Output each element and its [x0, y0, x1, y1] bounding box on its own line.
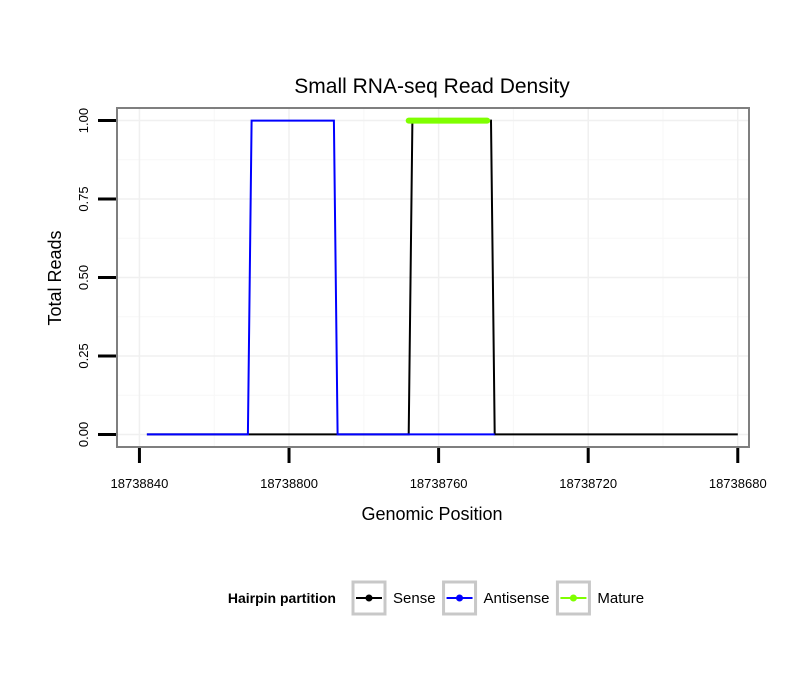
legend-item-antisense: Antisense [442, 580, 550, 616]
chart-title: Small RNA-seq Read Density [294, 75, 570, 98]
x-axis: 18738840 18738800 18738760 18738720 18738680 [111, 448, 767, 491]
y-tick-label: 0.50 [76, 265, 91, 290]
legend: Hairpin partition Sense Antisense Mature [228, 580, 644, 616]
series-layer [146, 117, 738, 436]
y-tick-label: 1.00 [76, 108, 91, 133]
legend-key-point [569, 594, 577, 602]
x-tick-label: 18738720 [559, 476, 617, 491]
legend-label: Antisense [484, 590, 550, 607]
legend-key-point [456, 594, 464, 602]
y-axis-title: Total Reads [45, 230, 65, 325]
series-line-antisense [146, 119, 495, 436]
y-axis: 0.00 0.25 0.50 0.75 1.00 [76, 108, 116, 447]
y-tick-label: 0.25 [76, 343, 91, 368]
x-tick-label: 18738680 [709, 476, 767, 491]
legend-item-mature: Mature [555, 580, 644, 616]
legend-item-sense: Sense [351, 580, 436, 616]
legend-key-point [365, 594, 373, 602]
x-axis-title: Genomic Position [361, 504, 502, 524]
legend-title: Hairpin partition [228, 590, 336, 606]
x-tick-label: 18738800 [260, 476, 318, 491]
y-tick-label: 0.75 [76, 186, 91, 211]
x-tick-label: 18738840 [111, 476, 169, 491]
x-tick-label: 18738760 [410, 476, 468, 491]
legend-label: Sense [393, 590, 436, 607]
plot-border [116, 107, 750, 448]
legend-label: Mature [597, 590, 644, 607]
y-tick-label: 0.00 [76, 422, 91, 447]
